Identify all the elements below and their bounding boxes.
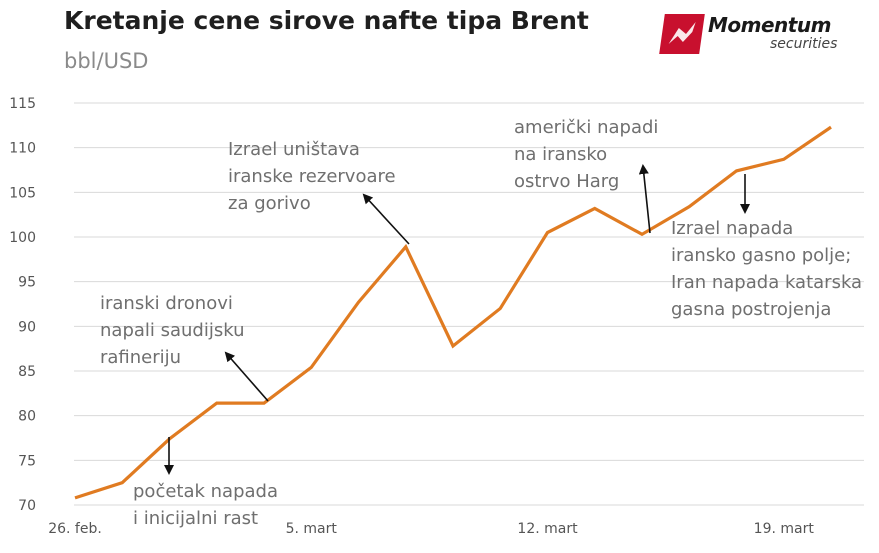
annotation-text: iranski dronovi napali saudijsku rafinerij… (100, 293, 245, 368)
annotation-text: američki napadi na iransko ostrvo Harg (514, 117, 658, 192)
gridlines (74, 102, 864, 506)
y-tick-label: 95 (18, 275, 36, 291)
series-group (74, 125, 832, 500)
annotation-text: Izrael napada iransko gasno polje; Iran na… (671, 218, 862, 320)
annotation-line: početak napada (133, 481, 278, 502)
bull-logo-icon (659, 14, 705, 54)
x-axis-ticks: 26. feb. 5. mart 12. mart 19. mart (48, 521, 814, 537)
annotation-arrow (224, 351, 269, 402)
brent-price-line (74, 125, 832, 500)
x-tick-label: 19. mart (754, 521, 815, 537)
chart-unit-subtitle: bbl/USD (64, 49, 149, 73)
y-tick-label: 70 (18, 498, 36, 514)
annotation-arrow (362, 193, 410, 245)
y-tick-label: 110 (9, 141, 36, 157)
x-tick-label: 26. feb. (48, 521, 102, 537)
chart-title: Kretanje cene sirove nafte tipa Brent (64, 6, 589, 35)
y-tick-label: 100 (9, 230, 36, 246)
y-tick-label: 105 (9, 185, 36, 201)
y-tick-label: 85 (18, 364, 36, 380)
annotation-text: početak napada i inicijalni rast (133, 481, 278, 529)
annotation-line: ostrvo Harg (514, 171, 619, 192)
annotation-line: američki napadi (514, 117, 658, 138)
annotation-line: Izrael napada (671, 218, 793, 239)
annotation-line: iranske rezervoare (228, 166, 396, 187)
annotation-arrow (638, 164, 651, 234)
annotation-line: gasna postrojenja (671, 299, 831, 320)
annotation-line: iransko gasno polje; (671, 245, 851, 266)
y-tick-label: 80 (18, 409, 36, 425)
annotation-line: i inicijalni rast (133, 508, 258, 529)
x-tick-label: 12. mart (517, 521, 578, 537)
y-tick-label: 90 (18, 319, 36, 335)
annotation-line: Izrael uništava (228, 139, 360, 160)
annotation-line: napali saudijsku (100, 320, 245, 341)
x-tick-label: 5. mart (286, 521, 338, 537)
annotation-line: za gorivo (228, 193, 311, 214)
y-tick-label: 115 (9, 96, 36, 112)
annotation-text: Izrael uništava iranske rezervoare za gori… (228, 139, 396, 214)
annotation-line: iranski dronovi (100, 293, 233, 314)
company-logo: Momentum securities (659, 12, 852, 58)
annotations-group: početak napada i inicijalni rast iranski d… (100, 117, 862, 529)
annotation-line: na iransko (514, 144, 607, 165)
annotation-line: Iran napada katarska (671, 272, 862, 293)
y-tick-label: 75 (18, 453, 36, 469)
y-axis-ticks: 70 75 80 85 90 95 100 105 110 115 (9, 96, 36, 514)
logo-subname: securities (770, 36, 838, 52)
logo-name: Momentum (708, 13, 831, 37)
annotation-line: rafineriju (100, 347, 181, 368)
